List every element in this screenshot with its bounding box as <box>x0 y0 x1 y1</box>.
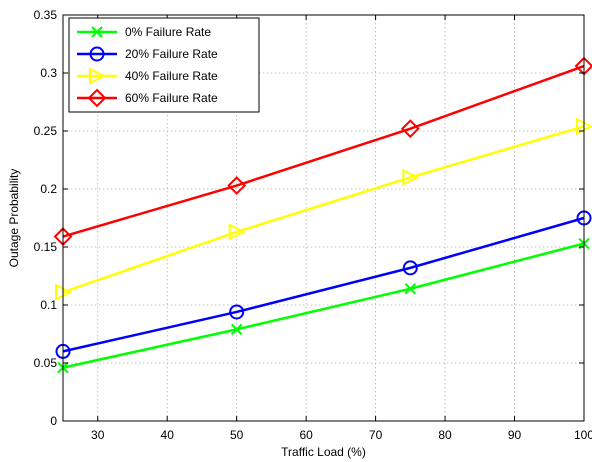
x-tick-label: 30 <box>91 428 105 442</box>
data-point <box>229 304 245 320</box>
data-point <box>402 260 418 276</box>
axis-ticks: 30 40 50 60 70 80 90 100 0 0.05 0.1 0.15 0.2 0.25 0.3 0… <box>34 8 592 442</box>
legend-label: 0% Failure Rate <box>125 25 211 39</box>
x-tick-label: 70 <box>369 428 383 442</box>
legend-item: 60% Failure Rate <box>77 88 218 108</box>
y-axis-label: Outage Probability <box>7 169 21 268</box>
legend-label: 60% Failure Rate <box>125 91 218 105</box>
x-tick-label: 90 <box>508 428 522 442</box>
legend-item: 0% Failure Rate <box>77 25 211 39</box>
data-point <box>400 119 420 139</box>
series-line <box>62 216 585 353</box>
plot-frame <box>62 14 585 422</box>
legend-item: 20% Failure Rate <box>77 46 218 62</box>
data-point <box>230 323 243 336</box>
data-point <box>89 46 105 62</box>
x-tick-label: 50 <box>230 428 244 442</box>
data-point <box>228 223 246 241</box>
series-line <box>62 242 585 369</box>
data-point <box>87 88 107 108</box>
x-tick-label: 80 <box>438 428 452 442</box>
data-point <box>227 176 247 195</box>
y-tick-label: 0.05 <box>34 356 58 370</box>
data-point <box>404 283 417 295</box>
legend-label: 20% Failure Rate <box>125 47 218 61</box>
y-tick-label: 0.1 <box>40 298 57 312</box>
legend: 0% Failure Rate 20% Failure Rate 40% Failu… <box>68 17 260 113</box>
series-line <box>62 125 585 294</box>
data-point <box>91 26 103 38</box>
legend-label: 40% Failure Rate <box>125 69 218 83</box>
y-tick-label: 0.3 <box>40 66 57 80</box>
data-point <box>402 168 420 187</box>
y-tick-label: 0.2 <box>40 182 57 196</box>
y-tick-label: 0.35 <box>34 8 58 22</box>
x-axis-label: Traffic Load (%) <box>281 445 366 459</box>
x-tick-label: 60 <box>299 428 313 442</box>
x-tick-label: 40 <box>161 428 175 442</box>
data-point <box>89 67 107 85</box>
x-tick-label: 100 <box>574 428 592 442</box>
legend-item: 40% Failure Rate <box>77 67 218 85</box>
legend-box <box>68 17 260 113</box>
series-line <box>62 64 585 238</box>
y-tick-label: 0 <box>50 414 57 428</box>
y-tick-label: 0.15 <box>34 240 58 254</box>
series-0 <box>57 237 590 374</box>
series-3 <box>53 56 592 246</box>
y-tick-label: 0.25 <box>34 124 58 138</box>
grid-lines <box>63 15 584 421</box>
